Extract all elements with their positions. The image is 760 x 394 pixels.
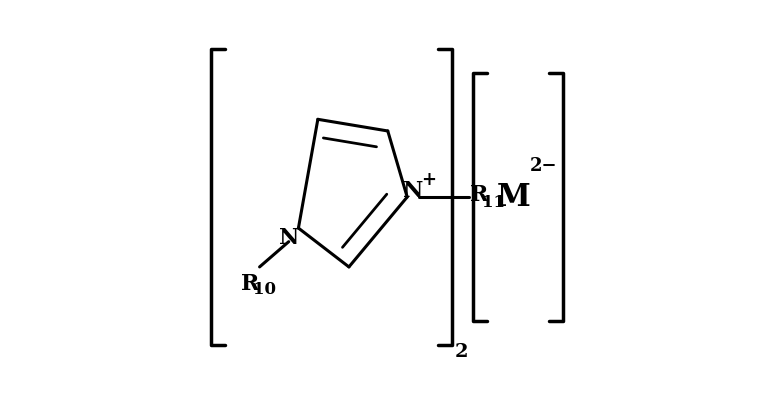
Text: 11: 11 <box>483 194 505 211</box>
Text: 10: 10 <box>253 281 276 298</box>
Text: +: + <box>421 171 436 188</box>
Text: 2: 2 <box>454 344 468 361</box>
Text: R: R <box>470 184 488 206</box>
Text: N: N <box>278 227 299 249</box>
Text: N: N <box>403 180 423 202</box>
Text: 2−: 2− <box>529 157 557 175</box>
Text: R: R <box>241 273 259 296</box>
Text: M: M <box>497 182 531 212</box>
